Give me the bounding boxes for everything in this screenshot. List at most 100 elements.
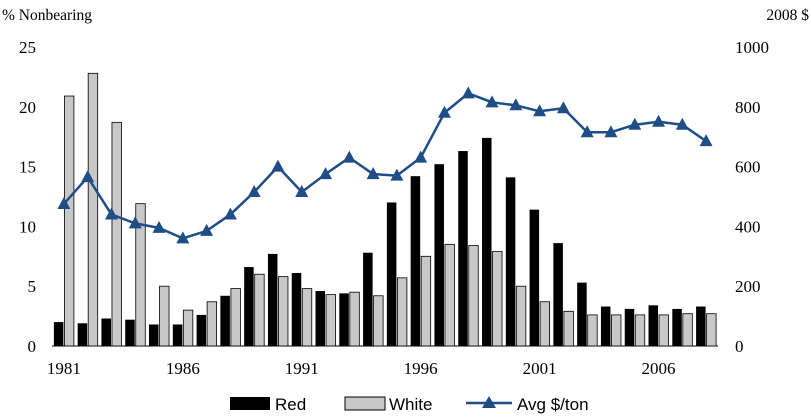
x-tick-label: 1996	[404, 359, 438, 378]
bar-white	[111, 121, 122, 347]
price-marker	[81, 170, 95, 183]
bar-white	[349, 291, 360, 347]
bar-white	[135, 203, 146, 347]
price-marker	[533, 104, 547, 117]
y-right-tick-label: 800	[735, 98, 761, 117]
bar-white	[301, 288, 313, 347]
bar-red	[125, 319, 135, 346]
bar-red	[339, 293, 349, 346]
bar-red	[53, 322, 64, 346]
price-line-group	[57, 86, 713, 244]
price-marker	[295, 185, 309, 198]
bar-red	[196, 314, 207, 346]
bar-white	[396, 277, 408, 347]
bar-red	[505, 177, 516, 346]
bar-red	[577, 282, 587, 346]
price-marker	[437, 105, 451, 118]
bar-red	[696, 306, 706, 346]
price-marker	[342, 150, 356, 163]
bar-white	[159, 285, 170, 347]
bar-white	[182, 309, 194, 347]
price-marker	[247, 185, 261, 198]
x-tick-label: 2006	[642, 359, 676, 378]
y-left-tick-label: 25	[19, 38, 36, 57]
bar-white	[87, 72, 99, 347]
price-marker	[604, 125, 618, 138]
legend-label-white: White	[389, 395, 432, 414]
bar-red	[482, 137, 492, 346]
price-marker	[271, 159, 285, 172]
bar-white	[515, 285, 527, 347]
legend-swatch-red	[230, 397, 270, 410]
y-right-tick-label: 200	[735, 277, 761, 296]
price-marker	[390, 168, 404, 181]
price-marker	[628, 117, 642, 130]
price-marker	[128, 216, 142, 229]
bar-red	[267, 253, 278, 346]
bar-red	[363, 252, 373, 346]
bar-white	[492, 251, 503, 347]
bar-red	[458, 151, 468, 346]
bar-white	[278, 276, 289, 347]
bar-white	[420, 255, 432, 347]
y-left-tick-label: 5	[28, 277, 37, 296]
y-left-tick-label: 20	[19, 98, 36, 117]
y-left-tick-label: 10	[19, 217, 36, 236]
bar-white	[373, 295, 384, 347]
bar-white	[587, 314, 598, 347]
bar-red	[410, 176, 421, 346]
x-tick-label: 1986	[166, 359, 200, 378]
legend: Red White Avg $/ton	[230, 395, 589, 414]
bar-red	[529, 209, 540, 346]
bar-red	[77, 323, 88, 346]
bar-red	[315, 290, 326, 346]
bar-white	[658, 314, 669, 347]
bar-white	[206, 301, 218, 347]
price-marker	[104, 207, 118, 220]
bar-white	[468, 245, 479, 347]
price-marker	[699, 134, 713, 147]
bar-red	[648, 305, 659, 346]
y-right-tick-label: 0	[735, 337, 744, 356]
bar-white	[563, 310, 574, 347]
y-right-tick-label: 400	[735, 217, 761, 236]
bar-white	[634, 314, 646, 347]
price-marker	[509, 98, 523, 111]
price-marker	[556, 101, 570, 114]
y-right-axis-title: 2008 $	[766, 7, 809, 24]
price-marker	[223, 207, 237, 220]
axis-ticks: 0 5 10 15 20 25 0 200 400 600 800 1000 1981 1986 1991 1…	[19, 38, 769, 378]
y-left-tick-label: 15	[19, 158, 36, 177]
bars-group	[53, 72, 717, 347]
bar-white	[63, 95, 75, 347]
bar-red	[291, 273, 302, 346]
y-right-tick-label: 600	[735, 158, 761, 177]
price-marker	[152, 220, 166, 233]
price-line	[62, 92, 707, 240]
price-marker	[57, 196, 71, 209]
bar-white	[230, 288, 241, 347]
bar-red	[244, 267, 254, 346]
bar-red	[434, 164, 444, 346]
bar-white	[539, 301, 551, 347]
legend-marker-price	[482, 396, 496, 408]
bar-red	[624, 308, 635, 346]
price-marker	[652, 114, 666, 127]
x-tick-label: 1981	[47, 359, 81, 378]
bar-red	[386, 202, 397, 346]
price-marker	[319, 167, 333, 180]
price-marker	[461, 86, 475, 99]
price-marker	[675, 117, 689, 130]
price-marker	[200, 223, 214, 236]
x-tick-label: 1991	[285, 359, 319, 378]
bar-white	[254, 273, 265, 347]
y-left-tick-label: 0	[28, 337, 37, 356]
price-marker	[176, 231, 190, 244]
x-tick-label: 2001	[523, 359, 557, 378]
bar-red	[220, 295, 230, 346]
bar-red	[672, 308, 682, 346]
bar-red	[553, 243, 563, 346]
price-marker	[414, 150, 428, 163]
bar-white	[706, 313, 717, 347]
